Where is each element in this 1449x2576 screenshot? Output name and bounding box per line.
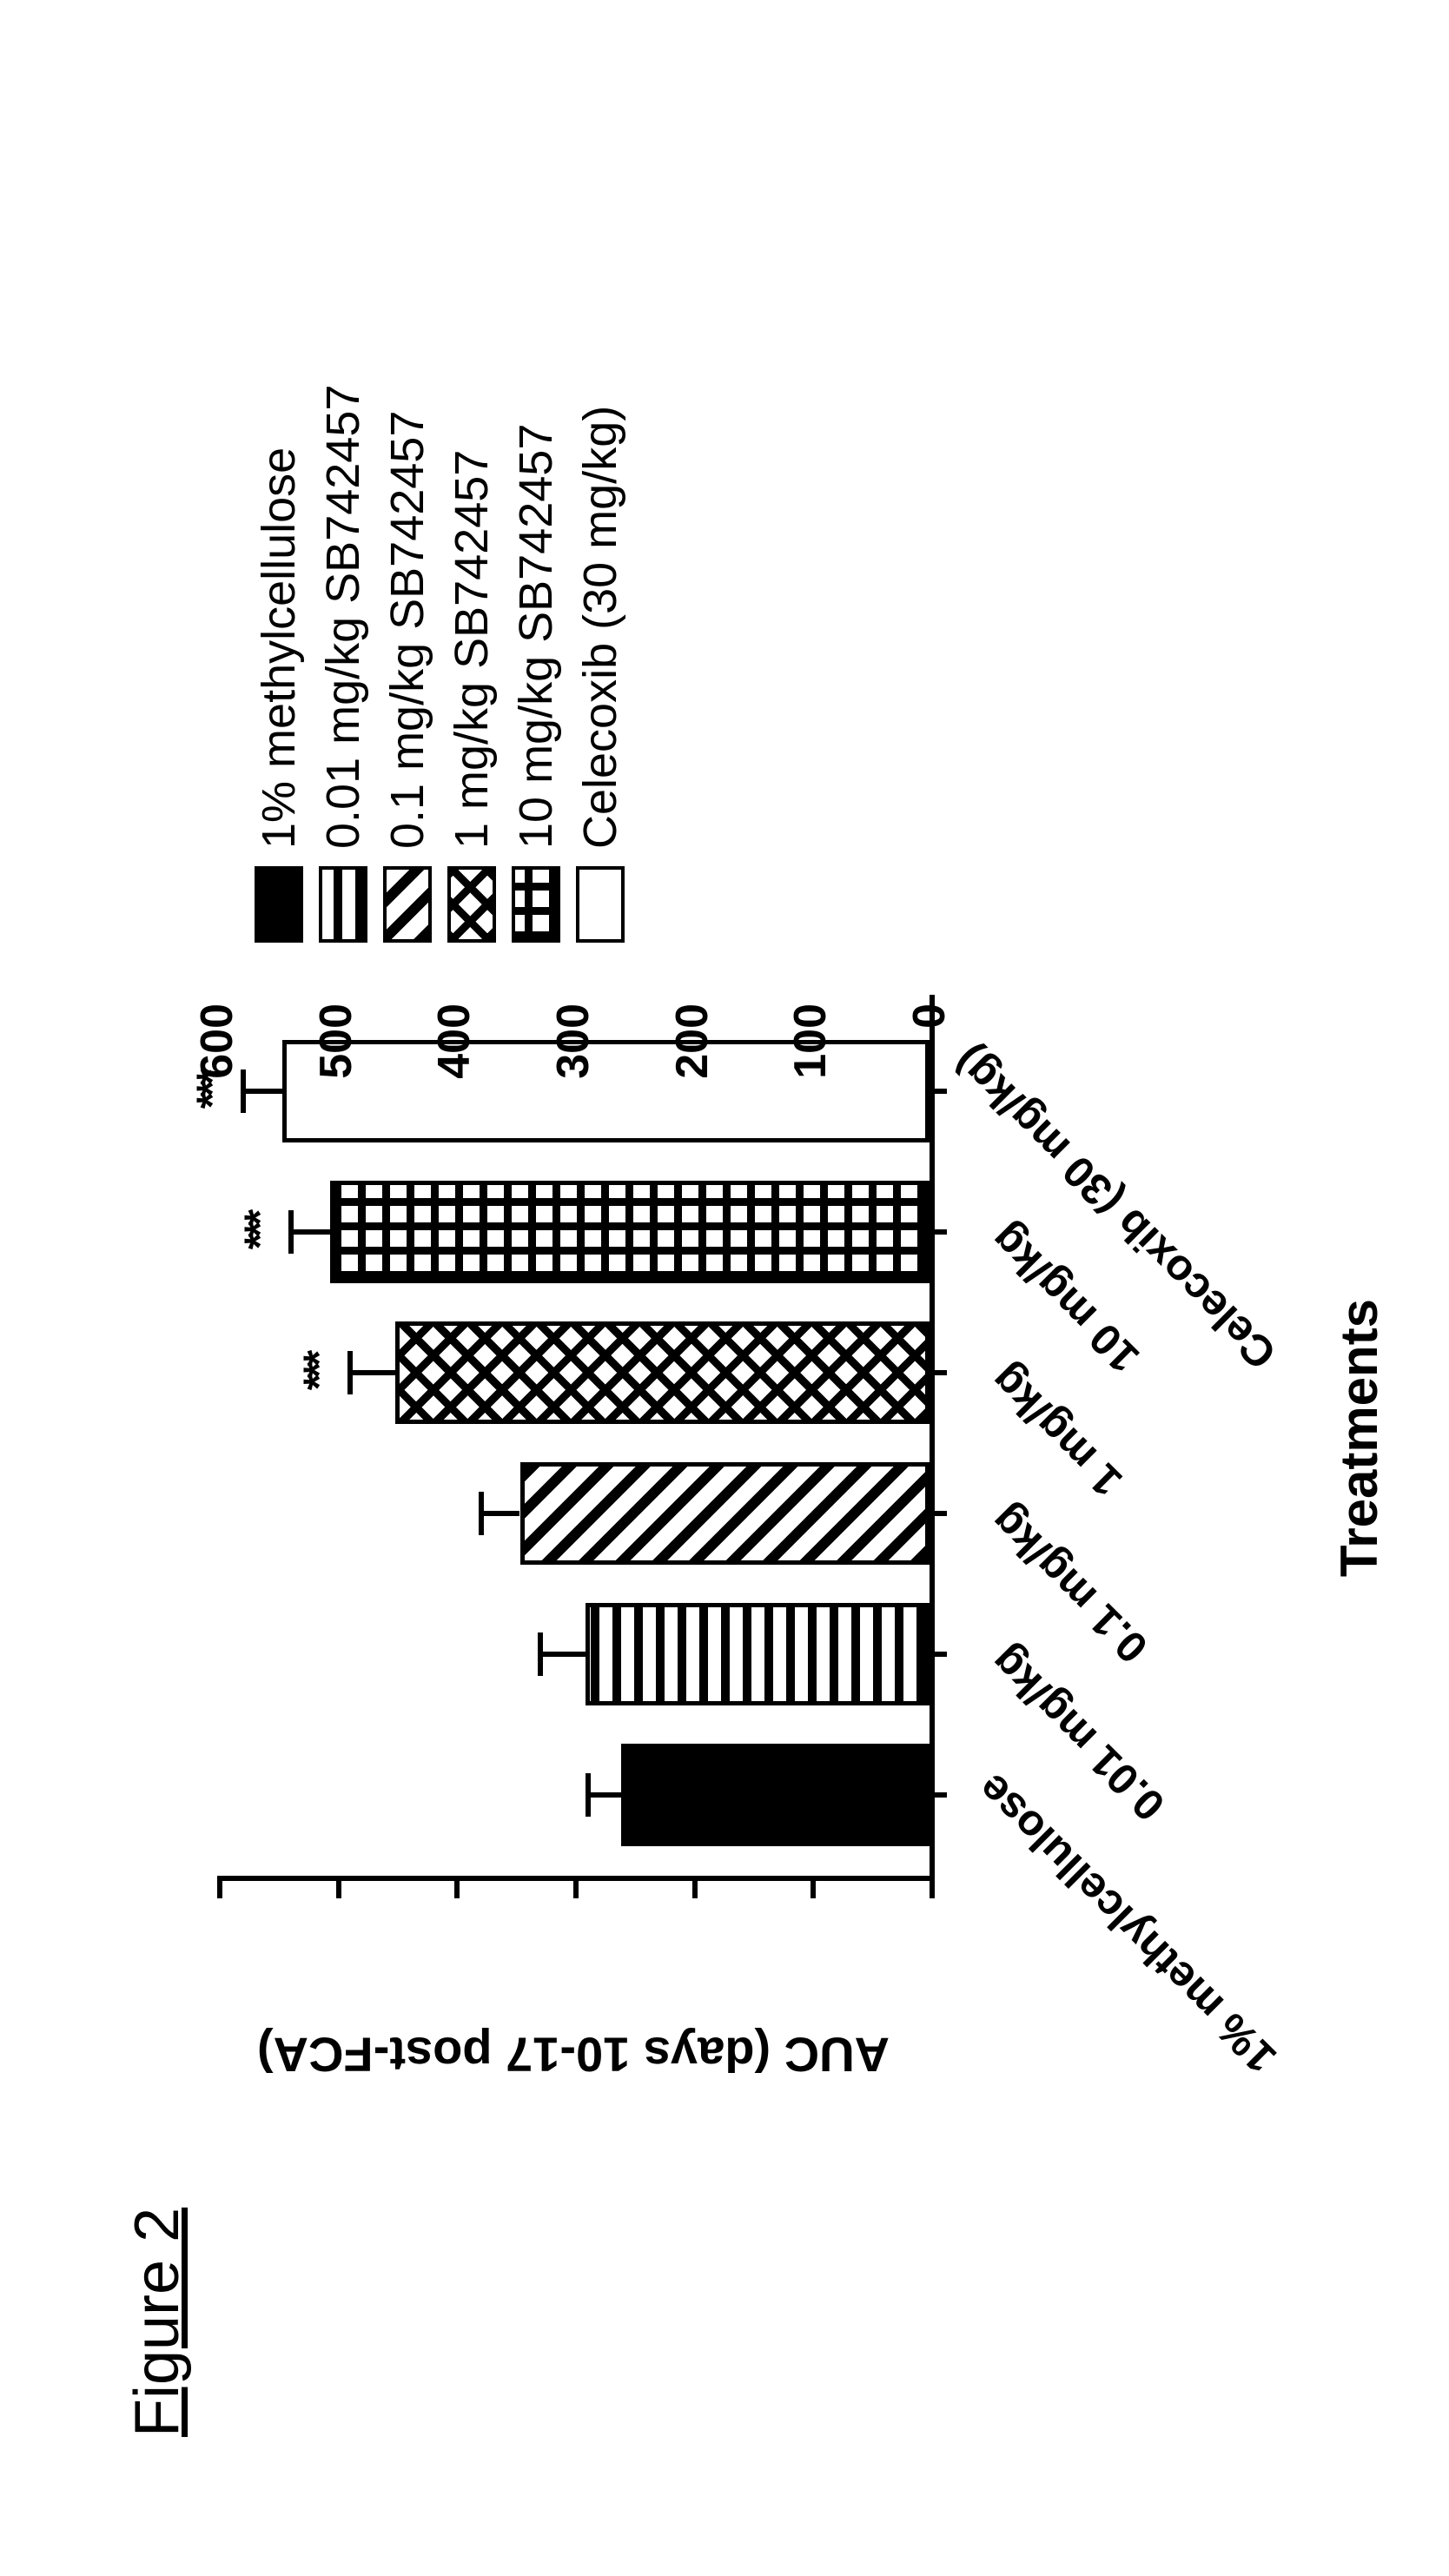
- y-tick-label: 200: [666, 1003, 718, 1125]
- y-tick-label: 0: [903, 1003, 956, 1125]
- x-tick: [930, 1511, 947, 1516]
- y-tick-label: 100: [784, 1003, 837, 1125]
- x-tick: [930, 1792, 947, 1798]
- legend-item: 1% methylcellulose: [252, 385, 306, 943]
- legend-label: 0.1 mg/kg SB742457: [380, 411, 434, 849]
- y-tick: [217, 1881, 222, 1898]
- plot-area: *********: [217, 995, 930, 1881]
- x-axis-title: Treatments: [1329, 1299, 1389, 1577]
- legend: 1% methylcellulose0.01 mg/kg SB7424570.1…: [252, 385, 638, 943]
- error-bar-cap: [538, 1632, 543, 1676]
- bar-chart: AUC (days 10-17 post-FCA) ********* Trea…: [182, 91, 1399, 2089]
- legend-label: 10 mg/kg SB742457: [509, 424, 563, 849]
- landscape-container: Figure 2 AUC (days 10-17 post-FCA) *** **…: [0, 0, 1449, 2576]
- significance-marker: ***: [294, 1355, 344, 1390]
- bar: [586, 1603, 930, 1705]
- legend-swatch: [576, 866, 625, 943]
- y-tick: [692, 1881, 698, 1898]
- x-tick: [930, 1370, 947, 1375]
- error-bar-stem: [479, 1511, 520, 1516]
- bar: [520, 1462, 930, 1565]
- legend-swatch: [383, 866, 432, 943]
- legend-label: 1% methylcellulose: [252, 447, 306, 849]
- legend-swatch: [447, 866, 496, 943]
- y-tick-label: 500: [310, 1003, 362, 1125]
- y-axis-title: AUC (days 10-17 post-FCA): [257, 2027, 890, 2083]
- legend-swatch: [255, 866, 303, 943]
- legend-item: 0.1 mg/kg SB742457: [380, 385, 434, 943]
- y-tick: [930, 1881, 935, 1898]
- error-bar-stem: [538, 1652, 586, 1657]
- bar: [330, 1181, 930, 1283]
- y-tick: [454, 1881, 460, 1898]
- error-bar-stem: [586, 1792, 621, 1798]
- legend-swatch: [512, 866, 560, 943]
- legend-item: 1 mg/kg SB742457: [445, 385, 499, 943]
- y-tick: [336, 1881, 341, 1898]
- bar: [395, 1321, 930, 1424]
- error-bar-cap: [479, 1492, 484, 1535]
- legend-label: 1 mg/kg SB742457: [445, 450, 499, 849]
- y-tick-label: 400: [428, 1003, 480, 1125]
- page: Figure 2 AUC (days 10-17 post-FCA) *** **…: [0, 0, 1449, 2576]
- error-bar-stem: [347, 1370, 395, 1375]
- figure-title: Figure 2: [122, 2208, 193, 2437]
- y-tick-label: 600: [191, 1003, 243, 1125]
- legend-item: 0.01 mg/kg SB742457: [316, 385, 370, 943]
- legend-item: Celecoxib (30 mg/kg): [573, 385, 627, 943]
- x-tick: [930, 1652, 947, 1657]
- significance-marker: ***: [235, 1215, 285, 1249]
- error-bar-stem: [241, 1089, 282, 1094]
- legend-label: 0.01 mg/kg SB742457: [316, 385, 370, 849]
- y-tick-label: 300: [547, 1003, 599, 1125]
- bar: [621, 1744, 930, 1846]
- legend-item: 10 mg/kg SB742457: [509, 385, 563, 943]
- error-bar-stem: [288, 1229, 330, 1235]
- x-axis-line: [930, 995, 935, 1881]
- y-tick: [573, 1881, 579, 1898]
- x-tick: [930, 1229, 947, 1235]
- legend-label: Celecoxib (30 mg/kg): [573, 406, 627, 849]
- error-bar-cap: [347, 1351, 353, 1394]
- y-tick: [811, 1881, 816, 1898]
- error-bar-cap: [586, 1773, 591, 1817]
- legend-swatch: [319, 866, 367, 943]
- error-bar-cap: [288, 1210, 294, 1254]
